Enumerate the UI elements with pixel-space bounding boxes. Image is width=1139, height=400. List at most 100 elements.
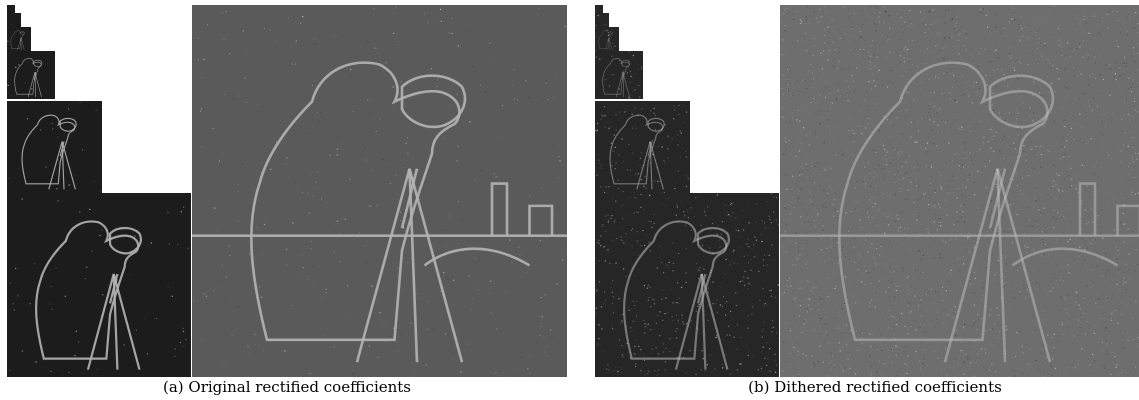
subband-tile-level-5 [595, 13, 609, 27]
subband-tile-level-4 [7, 27, 31, 51]
tripod-leg-edge [34, 72, 42, 98]
coefficient-image [595, 51, 643, 99]
tripod-leg-edge [400, 168, 419, 229]
cameraman-silhouette-edge [10, 30, 25, 49]
tile-background [7, 27, 31, 51]
tripod-leg-edge [615, 72, 624, 98]
tripod-leg-edge [27, 72, 36, 98]
building-edge [528, 204, 554, 236]
tile-background [7, 101, 102, 193]
figure-panel-original [5, 5, 569, 377]
tripod-leg-edge [622, 72, 630, 98]
tile-background [780, 5, 1139, 377]
figure-panel-dithered [593, 5, 1139, 377]
building-edge [1078, 182, 1097, 236]
tripod-leg-edge [355, 168, 411, 363]
tripod-leg-edge [48, 141, 63, 190]
tile-background [595, 51, 643, 99]
noise-layer [595, 29, 619, 51]
tile-background [595, 5, 603, 13]
noise-layer [7, 64, 33, 90]
coefficient-image [7, 27, 31, 51]
building-edge [490, 182, 509, 236]
subband-tile-level-4 [595, 27, 619, 51]
tripod-leg-edge [700, 273, 729, 370]
coefficient-image [595, 27, 619, 51]
coefficient-image [595, 193, 779, 377]
caption-label: (a) [162, 378, 184, 396]
tripod-leg-edge [674, 273, 703, 370]
tripod-leg-edge [408, 168, 464, 363]
cameraman-silhouette-edge [602, 58, 630, 95]
tripod-leg-edge [20, 37, 25, 51]
cameraman-silhouette-edge [14, 58, 42, 95]
noise-layer [595, 51, 643, 99]
tile-background [7, 5, 15, 13]
coefficient-image [595, 13, 609, 27]
subband-tile-finest [780, 5, 1139, 377]
camera-edge [988, 74, 1055, 129]
noise-layer [780, 5, 1139, 377]
noise-layer [7, 40, 9, 42]
caption-text: Dithered rectified coefficients [774, 378, 1002, 396]
camera-edge [33, 59, 43, 68]
tripod-leg-edge [33, 72, 37, 80]
coefficient-image [7, 13, 21, 27]
tile-background [595, 101, 690, 193]
tripod-leg-edge [408, 168, 419, 363]
subband-tile-level-6 [7, 5, 15, 13]
noise-layer [595, 14, 606, 27]
noise-layer [193, 5, 567, 377]
coefficient-image [7, 51, 55, 99]
tripod-leg-edge [996, 168, 1052, 363]
figure-caption-b: (b) Dithered rectified coefficients [593, 377, 1139, 397]
tripod-leg-edge [621, 72, 625, 80]
camera-edge [108, 226, 143, 255]
subband-tile-level-1 [7, 193, 191, 377]
camera-edge [647, 117, 665, 132]
bridge-edge [423, 247, 531, 267]
noise-layer [8, 101, 101, 192]
tile-background [7, 193, 191, 377]
tripod-leg-edge [608, 37, 613, 51]
coefficient-image [7, 193, 191, 377]
cameraman-silhouette-edge [598, 30, 613, 49]
cameraman-silhouette-edge [623, 220, 728, 360]
subband-tile-level-3 [7, 51, 55, 99]
cameraman-silhouette-edge [21, 114, 76, 185]
tripod-leg-edge [605, 37, 610, 51]
camera-edge [59, 117, 77, 132]
tile-background [595, 13, 609, 27]
tripod-leg-edge [988, 168, 1007, 229]
tripod-leg-edge [943, 168, 999, 363]
caption-text: Original rectified coefficients [188, 378, 412, 396]
cameraman-silhouette-edge [35, 220, 140, 360]
tripod-leg-edge [649, 141, 664, 190]
tripod-leg-edge [112, 273, 141, 370]
tripod-leg-edge [86, 273, 115, 370]
tripod-leg-edge [61, 141, 76, 190]
building-edge [1116, 204, 1139, 236]
cameraman-silhouette-edge [609, 114, 664, 185]
camera-edge [400, 74, 467, 129]
tile-background [192, 5, 567, 377]
tripod-leg-edge [20, 37, 22, 42]
cameraman-silhouette-edge [838, 61, 1049, 342]
coefficient-image [7, 5, 15, 13]
noise-layer [595, 10, 597, 12]
tripod-leg-edge [696, 273, 707, 304]
coefficient-image [780, 5, 1139, 377]
coefficient-image [595, 101, 690, 193]
camera-edge [621, 59, 631, 68]
subband-tile-level-3 [595, 51, 643, 99]
subband-tile-level-5 [7, 13, 21, 27]
tripod-leg-edge [647, 141, 653, 157]
tripod-leg-edge [17, 37, 22, 51]
coefficient-image [192, 5, 567, 377]
tripod-leg-edge [996, 168, 1007, 363]
bridge-edge [1011, 247, 1119, 267]
tripod-leg-edge [59, 141, 65, 157]
subband-tile-finest [192, 5, 567, 377]
tile-background [595, 193, 779, 377]
cameraman-silhouette-edge [250, 61, 461, 342]
